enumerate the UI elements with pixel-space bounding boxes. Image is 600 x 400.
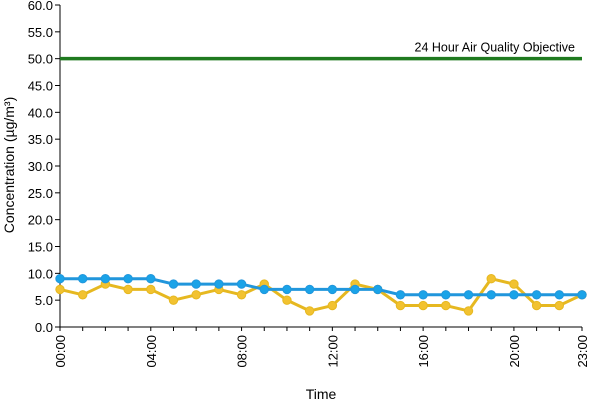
series-1-point bbox=[191, 290, 201, 300]
series-2-point bbox=[214, 279, 224, 289]
series-1-point bbox=[304, 306, 315, 316]
series-2-point bbox=[531, 290, 542, 300]
series-1-point bbox=[236, 290, 247, 300]
series-2-point bbox=[554, 290, 565, 300]
x-tick-label: 12:00 bbox=[325, 335, 340, 368]
series-1-point bbox=[55, 284, 65, 295]
y-tick-label: 30.0 bbox=[28, 159, 53, 174]
series-1-point bbox=[486, 274, 496, 284]
x-tick-label: 16:00 bbox=[416, 335, 431, 368]
series-1-point bbox=[146, 284, 156, 295]
series-2-point bbox=[327, 284, 338, 295]
series-group bbox=[55, 274, 587, 316]
series-1-point bbox=[77, 290, 88, 300]
x-tick-label: 04:00 bbox=[144, 335, 159, 368]
series-2-point bbox=[123, 274, 133, 284]
series-2-point bbox=[282, 284, 292, 295]
series-2-point bbox=[395, 290, 406, 300]
y-tick-label: 60.0 bbox=[28, 0, 53, 13]
series-1-point bbox=[418, 300, 428, 311]
series-1-point bbox=[327, 300, 338, 311]
series-2-point bbox=[463, 290, 474, 300]
series-2-point bbox=[486, 290, 496, 300]
y-tick-label: 20.0 bbox=[28, 213, 53, 228]
series-2-point bbox=[259, 284, 269, 295]
series-2-point bbox=[191, 279, 201, 289]
series-2-point bbox=[418, 290, 428, 300]
series-2-point bbox=[55, 274, 65, 284]
y-tick-label: 0.0 bbox=[35, 320, 53, 335]
y-tick-label: 35.0 bbox=[28, 132, 53, 147]
y-tick-label: 5.0 bbox=[35, 293, 53, 308]
series-2-point bbox=[304, 284, 315, 295]
x-axis: 00:00 04:00 08:00 12:00 16:00 20:00 23:00 bbox=[53, 326, 590, 368]
y-axis-title: Concentration (µg/m³) bbox=[1, 97, 17, 233]
series-1-point bbox=[395, 300, 406, 311]
y-tick-label: 15.0 bbox=[28, 240, 53, 255]
x-tick-label: 23:00 bbox=[575, 335, 590, 368]
series-1-point bbox=[282, 295, 292, 305]
y-tick-label: 50.0 bbox=[28, 52, 53, 67]
series-2-point bbox=[146, 274, 156, 284]
y-tick-label: 10.0 bbox=[28, 266, 53, 281]
series-1-point bbox=[554, 300, 565, 311]
series-2-point bbox=[509, 290, 519, 300]
y-axis: 0.0 5.0 10.0 15.0 20.0 25.0 30.0 35.0 40.0 45.0 50… bbox=[28, 0, 61, 335]
y-tick-label: 25.0 bbox=[28, 186, 53, 201]
series-2-point bbox=[577, 290, 587, 300]
series-1-point bbox=[509, 279, 519, 289]
series-1-point bbox=[168, 295, 179, 305]
series-2-point bbox=[100, 274, 111, 284]
series-2-point bbox=[168, 279, 179, 289]
series-2-point bbox=[236, 279, 247, 289]
x-tick-label: 20:00 bbox=[507, 335, 522, 368]
series-1-point bbox=[441, 300, 451, 311]
series-1-point bbox=[463, 306, 474, 316]
series-2-point bbox=[373, 284, 383, 295]
series-1-point bbox=[123, 284, 133, 295]
series-1-point bbox=[531, 300, 542, 311]
x-tick-label: 08:00 bbox=[235, 335, 250, 368]
series-2-point bbox=[350, 284, 360, 295]
reference-line-label: 24 Hour Air Quality Objective bbox=[415, 41, 576, 55]
y-tick-label: 55.0 bbox=[28, 25, 53, 40]
y-tick-label: 40.0 bbox=[28, 105, 53, 120]
reference-line-group: 24 Hour Air Quality Objective bbox=[60, 41, 582, 61]
y-tick-label: 45.0 bbox=[28, 79, 53, 94]
series-2-point bbox=[441, 290, 451, 300]
x-axis-title: Time bbox=[306, 386, 337, 400]
series-2-point bbox=[77, 274, 88, 284]
x-tick-label: 00:00 bbox=[53, 335, 68, 368]
